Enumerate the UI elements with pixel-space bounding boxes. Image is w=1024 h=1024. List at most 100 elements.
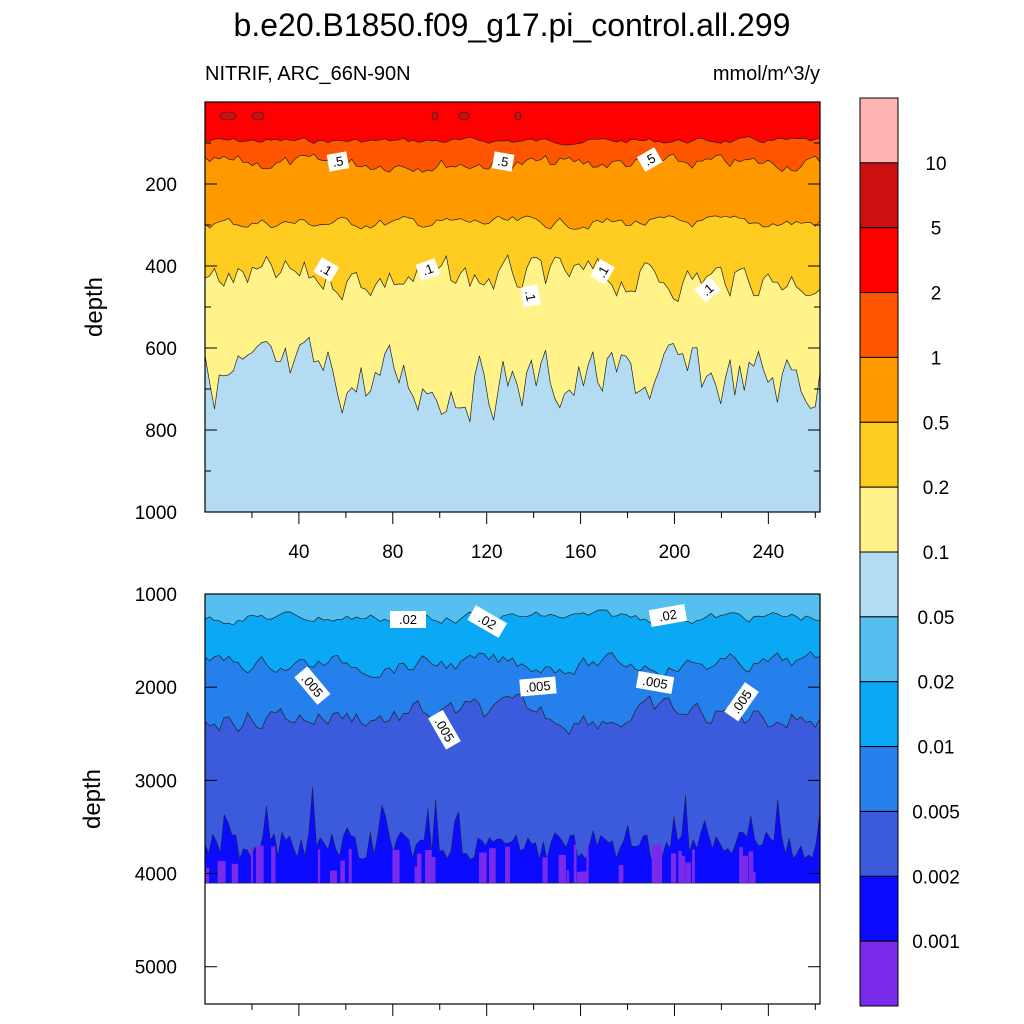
contour-label-bg bbox=[491, 151, 515, 172]
below-0.001-patch bbox=[255, 845, 264, 883]
contour-label: .5 bbox=[491, 151, 515, 172]
below-0.001-patch bbox=[670, 853, 677, 883]
below-0.001-patch bbox=[425, 850, 432, 883]
y-tick-label: 1000 bbox=[135, 503, 177, 524]
y-tick-label: 3000 bbox=[135, 771, 177, 792]
colorbar: 10 5 2 1 0.5 0.2 0.1 0.05 0.02 0.01 0.005 0.002 0.00… bbox=[859, 97, 960, 1007]
below-0.001-patch bbox=[558, 854, 566, 883]
colorbar-swatch bbox=[859, 227, 899, 294]
contour-label-bg bbox=[636, 147, 663, 172]
surface-patch bbox=[431, 111, 439, 121]
colorbar-level-label: 0.1 bbox=[923, 543, 949, 564]
contour-label: .5 bbox=[326, 151, 350, 172]
colorbar-swatch bbox=[859, 810, 899, 877]
colorbar-level-label: 5 bbox=[931, 219, 942, 240]
contour-label-bg bbox=[467, 605, 508, 638]
y-tick-label: 400 bbox=[145, 257, 177, 278]
lower-contour-labels: .02.02.02.005.005.005.005.005 bbox=[294, 604, 759, 750]
x-tick-label: 40 bbox=[288, 542, 309, 563]
contour-label-text: .005 bbox=[525, 678, 552, 695]
below-0.001-patch bbox=[414, 866, 420, 883]
contour-label: .005 bbox=[519, 676, 557, 697]
below-0.001-patch bbox=[271, 846, 276, 883]
y-tick-label: 4000 bbox=[135, 865, 177, 886]
below-0.001-patch bbox=[576, 871, 582, 883]
contour-label: .02 bbox=[467, 605, 508, 638]
below-0.001-patch bbox=[657, 843, 662, 883]
colorbar-level-label: 0.02 bbox=[918, 673, 955, 694]
below-0.001-patch bbox=[586, 845, 589, 883]
x-tick-label: 160 bbox=[565, 542, 597, 563]
contour-label-bg bbox=[415, 258, 441, 281]
contour-label-bg bbox=[313, 257, 340, 282]
lower-plot-frame bbox=[204, 593, 821, 1005]
x-tick-label: 120 bbox=[471, 542, 503, 563]
contour-label: .02 bbox=[648, 604, 688, 628]
y-tick-label: 600 bbox=[145, 339, 177, 360]
below-0.001-patch bbox=[742, 855, 748, 883]
lower-contour-fills bbox=[205, 594, 820, 884]
below-0.001-patch bbox=[651, 845, 659, 883]
contour-label-text: .5 bbox=[331, 153, 344, 170]
below-0.001-patch bbox=[739, 847, 743, 883]
colorbar-swatch bbox=[859, 616, 899, 683]
surface-patch bbox=[458, 111, 470, 121]
below-0.001-patch bbox=[348, 849, 352, 883]
contour-label-text: .5 bbox=[496, 153, 509, 170]
colorbar-swatch bbox=[859, 681, 899, 748]
below-0.001-patch bbox=[330, 870, 337, 883]
contour-label-text: .1 bbox=[522, 289, 539, 302]
colorbar-level-label: 2 bbox=[931, 284, 942, 305]
below-0.001-patch bbox=[340, 860, 345, 883]
lower-y-axis-label: depth bbox=[79, 769, 106, 829]
below-0.001-patch bbox=[542, 857, 548, 883]
contour-label: .1 bbox=[694, 276, 721, 303]
band-0.001-to-0.002 bbox=[205, 786, 820, 884]
contour-label-text: .005 bbox=[641, 673, 669, 692]
below-0.001-patch bbox=[250, 847, 254, 883]
lower-axes: 1000 2000 3000 4000 5000 bbox=[135, 585, 820, 1016]
contour-label-bg bbox=[694, 276, 721, 303]
below-0.001-patch bbox=[479, 852, 487, 883]
colorbar-swatch bbox=[859, 162, 899, 229]
contour-label: .1 bbox=[313, 257, 340, 282]
x-tick-label: 240 bbox=[753, 542, 785, 563]
colorbar-level-label: 0.01 bbox=[918, 738, 955, 759]
upper-y-axis-label: depth bbox=[81, 277, 108, 337]
below-0.001-patch bbox=[681, 856, 686, 883]
contour-label: .1 bbox=[415, 258, 441, 281]
below-0.001-patch bbox=[748, 851, 754, 883]
y-tick-label: 1000 bbox=[135, 585, 177, 606]
contour-label: .1 bbox=[590, 258, 615, 285]
surface-patch bbox=[251, 111, 265, 121]
colorbar-swatch bbox=[859, 746, 899, 812]
upper-axes: 200 400 600 800 1000 40 80 120 160 200 240 bbox=[135, 142, 820, 563]
below-0.001-patch bbox=[573, 844, 577, 883]
y-tick-label: 5000 bbox=[135, 958, 177, 979]
variable-label: NITRIF, ARC_66N-90N bbox=[205, 63, 411, 85]
x-tick-label: 200 bbox=[659, 542, 691, 563]
upper-contour-labels: .5 .5 .5 .1 .1 .1 .1 .1 bbox=[313, 147, 721, 308]
contour-label-bg bbox=[590, 258, 615, 285]
below-0.001-patch bbox=[217, 861, 226, 883]
units-label: mmol/m^3/y bbox=[713, 63, 820, 85]
below-0.001-patch bbox=[505, 846, 510, 883]
contour-label-text: .1 bbox=[420, 261, 435, 279]
colorbar-swatch bbox=[859, 421, 899, 488]
below-0.001-patch bbox=[429, 857, 436, 883]
contour-label-bg bbox=[390, 611, 426, 628]
contour-label-bg bbox=[428, 709, 461, 750]
contour-label: .02 bbox=[390, 611, 426, 628]
y-tick-label: 2000 bbox=[135, 678, 177, 699]
contour-label: .1 bbox=[520, 284, 541, 308]
colorbar-level-label: 0.05 bbox=[918, 608, 955, 629]
band-0.02-to-0.05 bbox=[205, 336, 820, 512]
below-0.001-patch bbox=[206, 868, 210, 883]
upper-contour-fills bbox=[205, 102, 820, 512]
below-0.001-patch bbox=[692, 849, 695, 883]
colorbar-level-label: 0.002 bbox=[912, 867, 960, 888]
colorbar-level-label: 1 bbox=[931, 348, 942, 369]
colorbar-level-label: 0.005 bbox=[912, 802, 960, 823]
below-0.001-patch bbox=[317, 849, 321, 883]
